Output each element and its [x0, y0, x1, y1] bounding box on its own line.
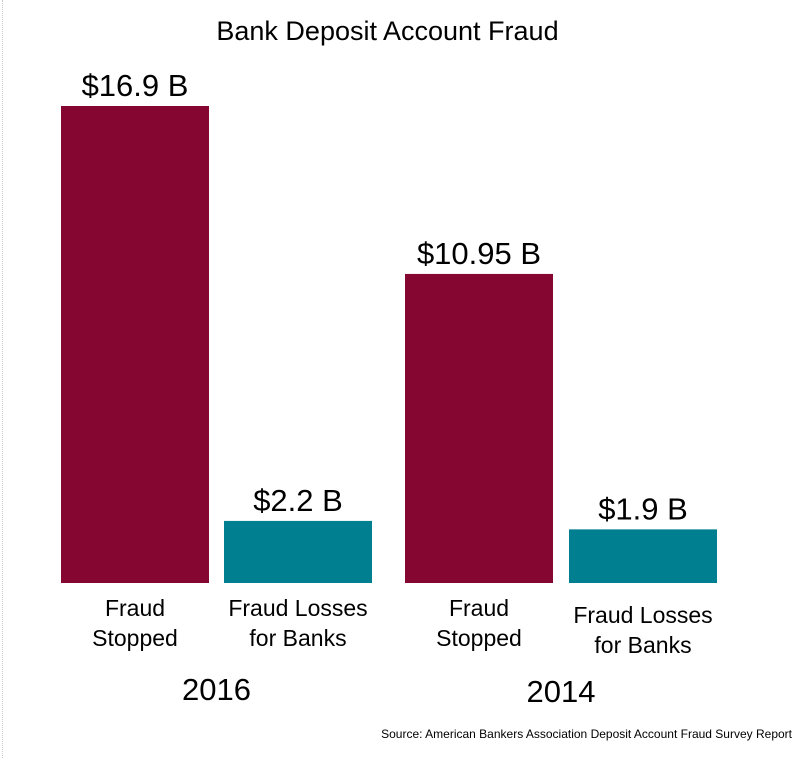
category-label: Fraud Losses [228, 595, 367, 621]
category-label: Fraud [105, 595, 165, 621]
data-label: $2.2 B [253, 483, 343, 518]
left-border [2, 0, 3, 758]
data-label: $16.9 B [82, 68, 189, 103]
category-label: Fraud [449, 595, 509, 621]
data-label: $1.9 B [598, 491, 688, 526]
bar [61, 106, 209, 583]
bar [405, 273, 553, 583]
bar [224, 520, 372, 583]
data-label: $10.95 B [417, 236, 541, 271]
category-label: for Banks [594, 632, 691, 658]
chart-title: Bank Deposit Account Fraud [216, 16, 559, 46]
group-label: 2014 [527, 674, 596, 709]
bar [569, 529, 717, 583]
category-label: Stopped [92, 625, 178, 651]
category-label: Stopped [436, 625, 522, 651]
group-label: 2016 [182, 672, 251, 707]
category-label: for Banks [249, 625, 346, 651]
category-label: Fraud Losses [573, 602, 712, 628]
source-note: Source: American Bankers Association Dep… [381, 727, 792, 741]
